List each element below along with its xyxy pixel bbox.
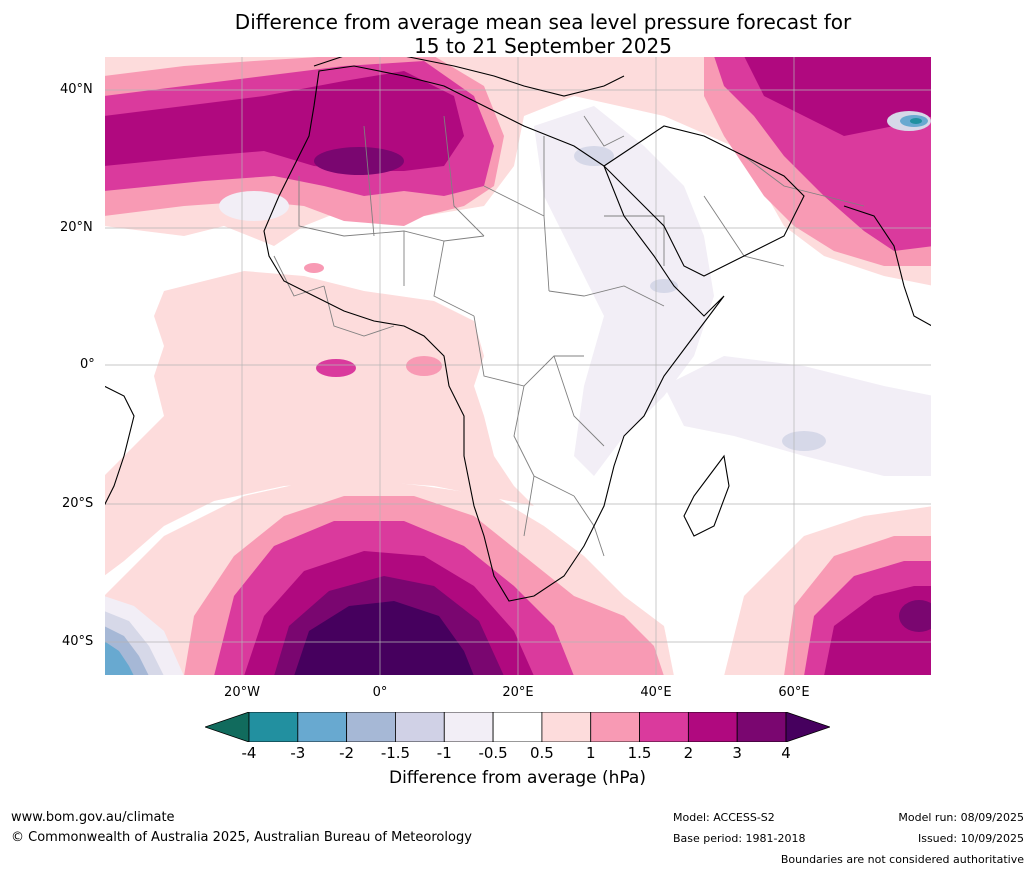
colorbar-segment xyxy=(443,712,494,742)
colorbar-segment xyxy=(248,712,299,742)
colorbar-tick-label: -1.5 xyxy=(380,744,411,762)
colorbar-segment xyxy=(687,712,738,742)
lat-label-20s: 20°S xyxy=(62,496,94,511)
map-title-line2: 15 to 21 September 2025 xyxy=(414,34,672,58)
map-title-line1: Difference from average mean sea level p… xyxy=(234,10,852,34)
anomaly-deep-magenta-arabia xyxy=(744,56,932,136)
anomaly-lilac-indian-ocean xyxy=(782,431,826,451)
anomaly-light-lilac-sahara xyxy=(219,191,289,221)
colorbar-tick-label: -3 xyxy=(290,744,306,762)
colorbar-tick-label: -4 xyxy=(241,744,257,762)
colorbar-arrow-high xyxy=(785,712,830,742)
footer-copyright: © Commonwealth of Australia 2025, Austra… xyxy=(11,830,472,845)
anomaly-steel-blue-southwest xyxy=(104,641,134,676)
colorbar-tick-label: -0.5 xyxy=(478,744,508,762)
forecast-map xyxy=(104,56,932,676)
anomaly-purple-southeast xyxy=(899,600,932,632)
anomaly-purple-algeria xyxy=(314,147,404,175)
colorbar-label: Difference from average (hPa) xyxy=(389,768,646,788)
colorbar-segment xyxy=(736,712,787,742)
colorbar-segment xyxy=(590,712,640,742)
colorbar-tick-label: -1 xyxy=(436,744,452,762)
footer-url: www.bom.gov.au/climate xyxy=(11,810,175,825)
lon-label-20e: 20°E xyxy=(502,685,534,700)
colorbar-segment xyxy=(541,712,592,742)
map-frame xyxy=(104,56,932,676)
anomaly-pink-sahel-spot xyxy=(304,263,324,273)
lon-label-0: 0° xyxy=(372,685,388,700)
anomaly-light-lilac-indian-ocean xyxy=(664,356,932,476)
anomaly-lilac-sudan xyxy=(650,279,678,293)
anomaly-magenta-west-spot xyxy=(316,359,356,377)
lat-label-40n: 40°N xyxy=(60,82,93,97)
lon-label-40e: 40°E xyxy=(640,685,672,700)
colorbar-tick-label: 1 xyxy=(585,744,596,762)
lon-label-60e: 60°E xyxy=(778,685,810,700)
colorbar-tick-label: 1.5 xyxy=(627,744,652,762)
anomaly-teal-iran xyxy=(910,118,922,124)
coastlines xyxy=(104,56,932,602)
colorbar-tick-label: -2 xyxy=(339,744,355,762)
colorbar-tick-label: 4 xyxy=(781,744,791,762)
footer-disclaimer: Boundaries are not considered authoritat… xyxy=(780,853,1024,866)
anomaly-lilac-egypt xyxy=(574,146,614,166)
lon-label-20w: 20°W xyxy=(224,685,260,700)
colorbar-segment xyxy=(346,712,396,742)
colorbar-arrow-low xyxy=(205,712,250,742)
colorbar-segment xyxy=(492,712,543,742)
colorbar-tick-label: 3 xyxy=(732,744,742,762)
anomaly-pink-guinea-spot xyxy=(406,356,442,376)
lat-label-20n: 20°N xyxy=(60,220,93,235)
colorbar-tick-label: 2 xyxy=(683,744,694,762)
lat-label-0: 0° xyxy=(80,357,95,372)
anomaly-deep-magenta-north-africa xyxy=(104,71,464,171)
colorbar-segment xyxy=(297,712,348,742)
lat-label-40s: 40°S xyxy=(62,634,94,649)
anomaly-dark-purple-south-atlantic xyxy=(294,601,474,676)
colorbar-segment xyxy=(395,712,445,742)
footer-model: Model: ACCESS-S2 xyxy=(673,811,775,824)
colorbar-tick-label: 0.5 xyxy=(529,744,554,762)
colorbar-segment xyxy=(639,712,689,742)
footer-base-period: Base period: 1981-2018 xyxy=(673,832,806,845)
footer-model-run: Model run: 08/09/2025 xyxy=(898,811,1024,824)
anomaly-light-pink-gulf-guinea xyxy=(104,271,534,576)
colorbar xyxy=(205,712,830,742)
graticule xyxy=(104,56,932,676)
footer-issued: Issued: 10/09/2025 xyxy=(917,832,1024,845)
